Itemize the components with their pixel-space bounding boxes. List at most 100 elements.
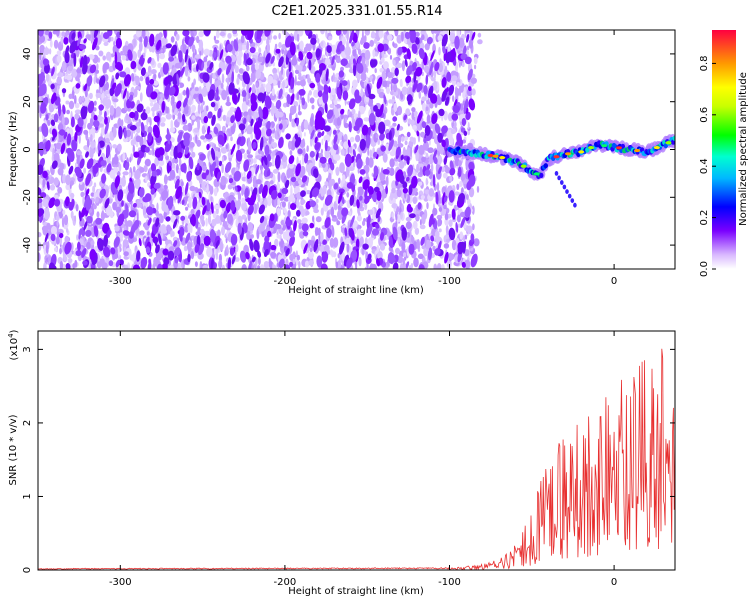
noise-speck [413,257,419,268]
noise-speck [172,103,176,110]
noise-speck [230,136,233,142]
noise-speck [131,73,135,82]
noise-speck [278,32,281,40]
noise-speck [227,213,233,225]
noise-speck [421,102,427,112]
noise-speck [426,202,429,210]
noise-speck [293,197,296,203]
noise-speck [392,212,395,219]
noise-speck [221,226,225,236]
noise-speck [407,118,412,125]
noise-speck [379,243,386,251]
noise-speck [252,182,258,189]
noise-speck [122,189,129,194]
noise-speck [359,237,362,248]
noise-speck [112,144,117,149]
noise-speck [68,93,73,100]
noise-speck [390,191,394,201]
noise-blob [454,35,460,50]
noise-speck [181,181,184,187]
noise-speck [139,76,144,82]
noise-speck [473,56,478,65]
noise-speck [280,238,284,249]
noise-blob [229,247,235,256]
noise-speck [258,47,262,54]
noise-speck [463,234,466,242]
noise-blob [461,118,467,126]
noise-speck [358,256,362,267]
noise-speck [114,102,117,109]
noise-speck [93,182,97,188]
noise-speck [220,175,227,186]
noise-speck [272,67,278,75]
noise-speck [129,172,132,179]
noise-speck [224,249,227,257]
noise-speck [259,264,265,269]
noise-speck [97,254,101,262]
noise-speck [395,213,398,221]
noise-speck [428,139,431,146]
noise-speck [220,147,227,153]
noise-speck [63,256,68,262]
noise-speck [221,73,225,84]
noise-speck [458,85,462,97]
noise-speck [371,31,376,39]
noise-speck [267,75,274,85]
noise-speck [50,176,55,184]
noise-speck [397,134,402,146]
noise-speck [466,198,471,206]
noise-speck [144,158,151,167]
noise-speck [431,163,434,173]
noise-speck [201,181,208,191]
noise-speck [247,140,252,152]
noise-speck [311,104,315,110]
noise-speck [411,111,415,121]
noise-speck [299,78,306,87]
noise-speck [341,252,345,262]
noise-speck [252,83,256,94]
noise-speck [307,93,310,103]
noise-speck [66,74,73,81]
noise-speck [187,222,193,233]
noise-speck [193,78,197,86]
noise-speck [64,75,67,80]
noise-speck [367,148,370,156]
noise-speck [95,45,100,51]
noise-speck [130,130,134,140]
noise-speck [42,198,49,208]
noise-speck [117,117,122,127]
noise-speck [471,205,475,215]
noise-speck [425,177,428,186]
noise-speck [459,211,466,218]
noise-speck [427,147,434,154]
noise-speck [76,234,79,241]
noise-speck [305,190,311,195]
noise-speck [194,87,199,92]
noise-speck [53,39,59,49]
noise-speck [352,79,358,89]
noise-speck [57,167,64,176]
noise-speck [237,215,243,225]
noise-speck [326,210,330,217]
noise-speck [162,229,168,234]
noise-blob [48,31,53,39]
noise-speck [408,264,412,269]
noise-speck [405,108,411,116]
noise-speck [288,140,292,150]
noise-speck [397,105,403,116]
noise-speck [453,121,457,128]
noise-speck [436,214,443,220]
noise-speck [400,211,403,220]
noise-speck [405,221,412,230]
noise-speck [184,225,188,233]
noise-speck [373,38,378,44]
noise-speck [322,163,326,168]
noise-speck [157,62,162,69]
noise-speck [256,68,261,79]
noise-speck [277,198,281,206]
noise-speck [105,137,110,144]
noise-speck [458,181,463,187]
noise-speck [274,43,278,49]
noise-speck [346,192,350,198]
noise-speck [396,189,402,198]
